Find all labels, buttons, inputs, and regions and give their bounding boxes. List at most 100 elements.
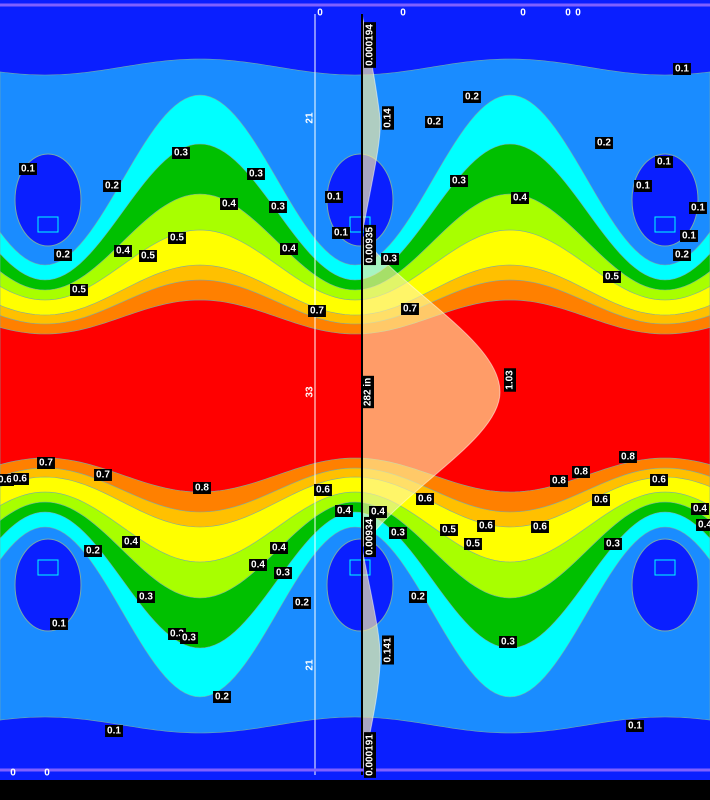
marker-label: 0 xyxy=(575,8,581,19)
label-box xyxy=(634,180,652,192)
label-box xyxy=(274,567,292,579)
label-text: 0.4 xyxy=(371,507,385,518)
label-box xyxy=(180,632,198,644)
label-box xyxy=(626,720,644,732)
low-region xyxy=(631,153,699,247)
value-label: 0.3 xyxy=(450,175,468,187)
value-label: 0.4 xyxy=(249,559,267,571)
label-text: 0.2 xyxy=(86,546,100,557)
label-box xyxy=(137,591,155,603)
label-text: 0.3 xyxy=(139,592,153,603)
label-text: 0.3 xyxy=(276,568,290,579)
label-box xyxy=(401,303,419,315)
value-label: 0.2 xyxy=(409,591,427,603)
label-text: 0.2 xyxy=(295,598,309,609)
label-text: 0.2 xyxy=(411,592,425,603)
label-box xyxy=(511,192,529,204)
label-box xyxy=(364,516,376,558)
value-label: 0.4 xyxy=(270,542,288,554)
value-label: 0.1 xyxy=(50,618,68,630)
label-text: 0.000191 xyxy=(365,734,376,776)
value-label: 0.6 xyxy=(477,520,495,532)
label-text: 0.1 xyxy=(334,228,348,239)
label-text: 0.6 xyxy=(652,475,666,486)
marker-label: 0 xyxy=(44,768,50,779)
label-box xyxy=(37,457,55,469)
label-text: 0.5 xyxy=(442,525,456,536)
value-label: 0.1 xyxy=(634,180,652,192)
label-box xyxy=(499,636,517,648)
label-text: 0.3 xyxy=(249,169,263,180)
label-text: 0.6 xyxy=(594,495,608,506)
label-box xyxy=(409,591,427,603)
label-box xyxy=(425,116,443,128)
value-label: 0.14 xyxy=(382,106,394,130)
label-box xyxy=(332,227,350,239)
value-label: 0.8 xyxy=(550,475,568,487)
label-box xyxy=(269,201,287,213)
low-region xyxy=(14,153,82,247)
label-box xyxy=(50,618,68,630)
column xyxy=(349,559,371,576)
label-box xyxy=(213,691,231,703)
value-label: 0.3 xyxy=(172,147,190,159)
label-text: 0.8 xyxy=(552,476,566,487)
value-label: 0.000191 xyxy=(364,732,376,778)
label-text: 0.4 xyxy=(222,199,236,210)
label-text: 0.2 xyxy=(597,138,611,149)
label-box xyxy=(103,180,121,192)
label-box xyxy=(382,635,394,665)
value-label: 0.1 xyxy=(626,720,644,732)
label-text: 0.4 xyxy=(282,244,296,255)
value-label: 0.6 xyxy=(592,494,610,506)
dimension-label: 21 xyxy=(305,659,316,671)
value-label: 0.3 xyxy=(247,168,265,180)
label-box xyxy=(592,494,610,506)
label-text: 0.5 xyxy=(141,251,155,262)
label-text: 0.1 xyxy=(628,721,642,732)
label-box xyxy=(531,521,549,533)
value-label: 0.1 xyxy=(655,156,673,168)
value-label: 0.4 xyxy=(691,503,709,515)
value-label: 0.3 xyxy=(389,527,407,539)
label-box xyxy=(364,22,376,68)
label-box xyxy=(603,271,621,283)
label-text: 0.8 xyxy=(574,467,588,478)
label-text: 0.4 xyxy=(116,246,130,257)
value-label: 0.1 xyxy=(105,725,123,737)
label-box xyxy=(595,137,613,149)
label-box xyxy=(696,519,710,531)
label-box xyxy=(94,469,112,481)
dimension: 33 xyxy=(305,386,316,398)
label-box xyxy=(193,482,211,494)
marker-label: 0 xyxy=(400,8,406,19)
contour-band xyxy=(0,299,710,493)
label-box xyxy=(680,230,698,242)
value-label: 0.5 xyxy=(440,524,458,536)
profile-shape xyxy=(361,13,501,776)
value-label: 0.5 xyxy=(139,250,157,262)
value-label: 0.7 xyxy=(401,303,419,315)
value-label: 0.2 xyxy=(425,116,443,128)
label-text: 0.00935 xyxy=(365,226,376,263)
label-box xyxy=(314,484,332,496)
column xyxy=(654,559,676,576)
label-box xyxy=(689,202,707,214)
label-text: 0.4 xyxy=(698,520,710,531)
value-label: 0.8 xyxy=(193,482,211,494)
label-text: 0.1 xyxy=(327,192,341,203)
label-text: 0.3 xyxy=(182,633,196,644)
label-text: 1.03 xyxy=(505,370,516,390)
label-text: 0.3 xyxy=(170,629,184,640)
label-box xyxy=(673,63,691,75)
label-box xyxy=(168,232,186,244)
label-box xyxy=(308,305,326,317)
label-text: 0.2 xyxy=(675,250,689,261)
dimension-label: 33 xyxy=(305,386,316,398)
label-text: 0.8 xyxy=(195,483,209,494)
value-label: 0.2 xyxy=(673,249,691,261)
label-box xyxy=(550,475,568,487)
label-box xyxy=(655,156,673,168)
label-text: 0.2 xyxy=(427,117,441,128)
